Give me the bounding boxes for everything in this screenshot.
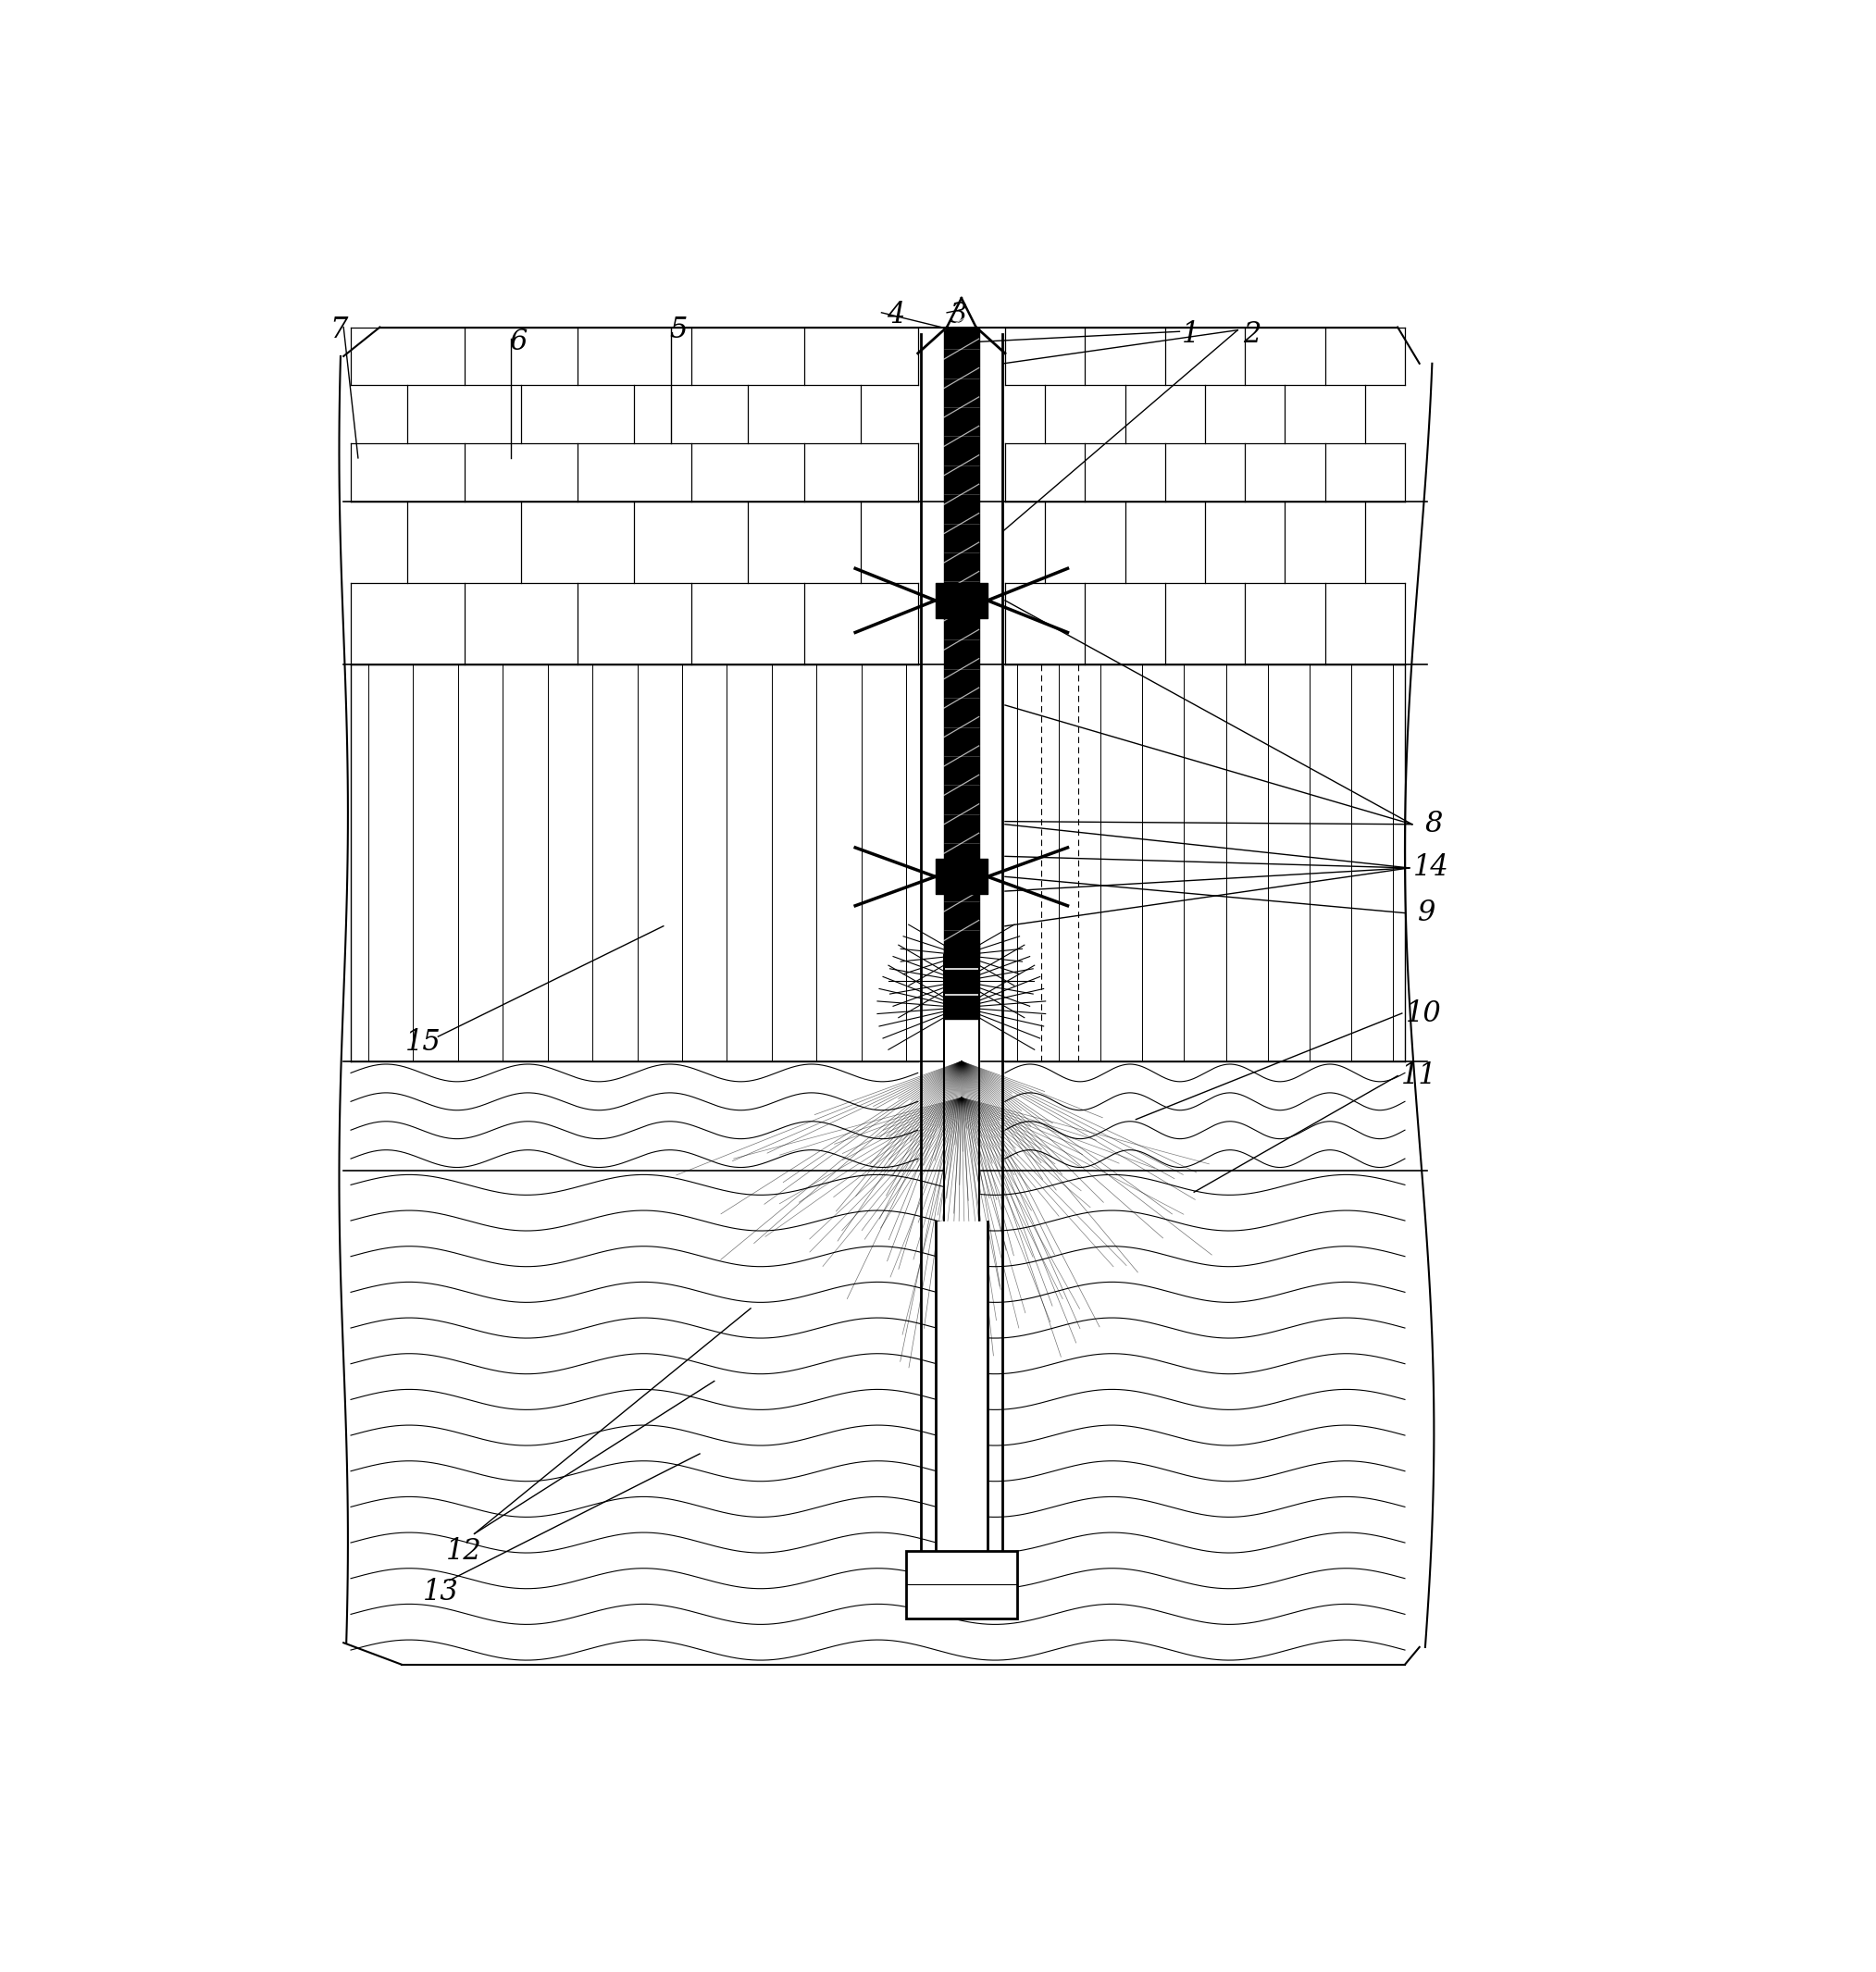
Text: 11: 11 xyxy=(1401,1061,1437,1091)
Text: 15: 15 xyxy=(405,1027,441,1057)
Text: 7: 7 xyxy=(330,316,349,345)
Text: 10: 10 xyxy=(1405,1000,1443,1027)
Text: 14: 14 xyxy=(1413,854,1448,881)
Text: 4: 4 xyxy=(887,302,904,329)
Bar xyxy=(906,1552,1017,1619)
Text: 6: 6 xyxy=(508,327,527,357)
Text: 5: 5 xyxy=(670,316,687,345)
Text: 13: 13 xyxy=(422,1578,460,1607)
Text: 8: 8 xyxy=(1426,810,1443,838)
Text: 12: 12 xyxy=(446,1536,482,1566)
Text: 9: 9 xyxy=(1418,899,1435,927)
Text: 2: 2 xyxy=(1244,319,1261,349)
Text: 1: 1 xyxy=(1182,319,1201,349)
Text: 3: 3 xyxy=(949,302,968,329)
